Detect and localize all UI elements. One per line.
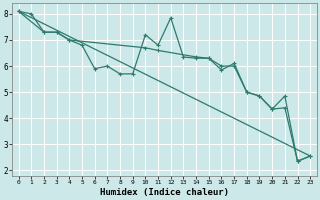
- X-axis label: Humidex (Indice chaleur): Humidex (Indice chaleur): [100, 188, 229, 197]
